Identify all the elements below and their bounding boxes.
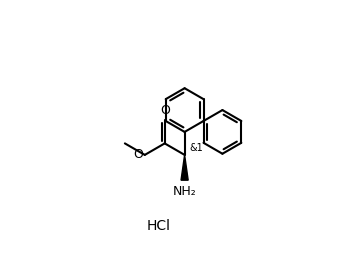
Text: NH₂: NH₂ [173,185,196,198]
Text: O: O [134,149,144,161]
Text: O: O [160,104,170,117]
Text: HCl: HCl [147,219,171,233]
Text: &1: &1 [189,143,203,153]
Polygon shape [181,155,188,180]
